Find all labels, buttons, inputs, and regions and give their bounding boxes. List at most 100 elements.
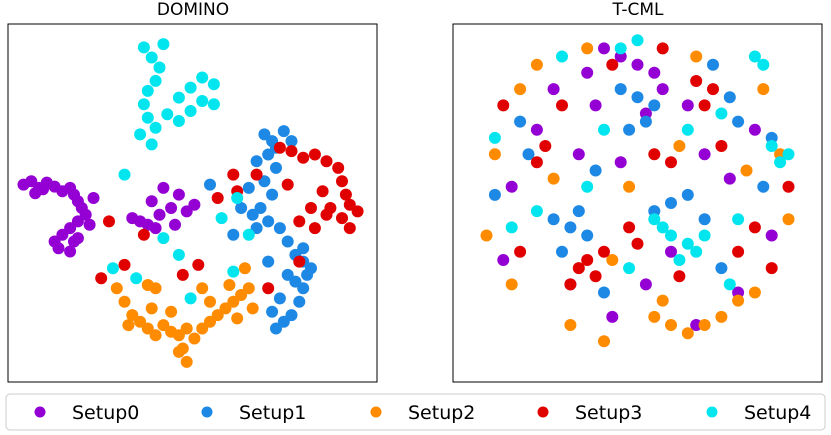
- point-setup3: [623, 221, 636, 234]
- point-setup4: [715, 107, 728, 120]
- point-setup4: [153, 61, 166, 74]
- point-setup1: [246, 208, 259, 221]
- point-setup2: [196, 322, 209, 335]
- point-setup1: [273, 292, 286, 305]
- point-setup0: [748, 123, 761, 136]
- point-setup3: [273, 141, 286, 154]
- point-setup3: [103, 215, 115, 228]
- legend-label-setup4: Setup4: [744, 402, 811, 424]
- point-setup2: [126, 309, 139, 322]
- point-setup0: [547, 83, 560, 96]
- point-setup3: [765, 262, 778, 275]
- point-setup3: [336, 212, 348, 225]
- point-setup1: [250, 222, 263, 235]
- point-setup1: [732, 115, 745, 128]
- point-setup2: [681, 327, 694, 340]
- point-setup3: [715, 140, 728, 152]
- point-setup0: [698, 148, 711, 161]
- point-setup4: [765, 140, 778, 152]
- point-setup0: [497, 254, 510, 266]
- point-setup0: [581, 66, 594, 79]
- point-setup4: [149, 74, 162, 87]
- point-setup3: [262, 282, 275, 295]
- point-setup1: [242, 181, 255, 194]
- point-setup1: [270, 161, 282, 174]
- point-setup2: [665, 319, 677, 331]
- point-setup2: [505, 278, 518, 291]
- point-setup4: [172, 115, 185, 127]
- point-setup3: [497, 99, 510, 112]
- point-setup3: [782, 180, 795, 193]
- point-setup4: [215, 212, 228, 225]
- point-setup0: [690, 319, 703, 331]
- point-setup3: [305, 202, 317, 214]
- point-setup2: [732, 294, 745, 307]
- point-setup4: [631, 34, 644, 47]
- point-setup0: [639, 278, 652, 291]
- point-setup1: [547, 213, 560, 226]
- point-setup3: [285, 145, 298, 158]
- point-setup4: [141, 84, 154, 97]
- point-setup3: [707, 83, 719, 96]
- point-setup2: [673, 140, 686, 152]
- legend-entry-setup0: Setup0: [34, 402, 139, 424]
- point-setup2: [180, 322, 193, 335]
- point-setup4: [732, 213, 745, 226]
- point-setup4: [681, 123, 694, 136]
- point-setup1: [707, 58, 719, 71]
- point-setup2: [145, 302, 158, 315]
- point-setup4: [488, 131, 501, 144]
- point-setup0: [598, 42, 610, 55]
- point-setup3: [572, 262, 585, 275]
- point-setup3: [343, 222, 356, 235]
- tcml-panel: T-CML: [452, 0, 823, 383]
- legend-marker-setup1: [201, 406, 213, 418]
- point-setup1: [648, 205, 661, 218]
- point-setup3: [332, 161, 345, 174]
- point-setup1: [665, 197, 677, 209]
- point-setup0: [165, 202, 178, 214]
- point-setup1: [514, 115, 527, 128]
- point-setup2: [223, 279, 236, 291]
- point-setup2: [141, 322, 154, 335]
- point-setup1: [277, 315, 290, 328]
- point-setup0: [648, 66, 661, 79]
- point-setup2: [690, 50, 703, 63]
- point-setup2: [698, 319, 711, 331]
- point-setup1: [262, 148, 275, 161]
- point-setup3: [308, 148, 321, 161]
- point-setup3: [324, 202, 337, 214]
- point-setup2: [547, 172, 560, 185]
- point-setup4: [137, 41, 150, 54]
- point-setup3: [690, 75, 703, 87]
- point-setup3: [665, 156, 677, 169]
- point-setup1: [631, 91, 644, 104]
- point-setup2: [227, 295, 240, 308]
- point-setup3: [748, 221, 761, 234]
- point-setup3: [648, 148, 661, 161]
- point-setup3: [281, 178, 294, 191]
- legend-label-setup3: Setup3: [575, 402, 642, 424]
- point-setup0: [656, 83, 669, 96]
- legend-entry-setup3: Setup3: [537, 402, 642, 424]
- point-setup4: [581, 180, 594, 193]
- point-setup1: [556, 245, 568, 258]
- point-setup3: [514, 245, 527, 258]
- point-setup4: [748, 50, 761, 63]
- point-setup4: [530, 205, 543, 218]
- point-setup3: [351, 205, 364, 218]
- point-setup0: [172, 188, 185, 201]
- point-setup0: [631, 58, 644, 71]
- point-setup4: [614, 42, 627, 55]
- point-setup1: [270, 322, 282, 335]
- point-setup2: [782, 213, 795, 226]
- point-setup2: [242, 282, 255, 295]
- point-setup3: [732, 245, 745, 258]
- point-setup2: [715, 310, 728, 323]
- legend-entry-setup2: Setup2: [370, 402, 475, 424]
- legend-entry-setup4: Setup4: [706, 402, 811, 424]
- legend-label-setup0: Setup0: [72, 402, 139, 424]
- point-setup1: [235, 202, 248, 214]
- point-setup1: [258, 175, 271, 188]
